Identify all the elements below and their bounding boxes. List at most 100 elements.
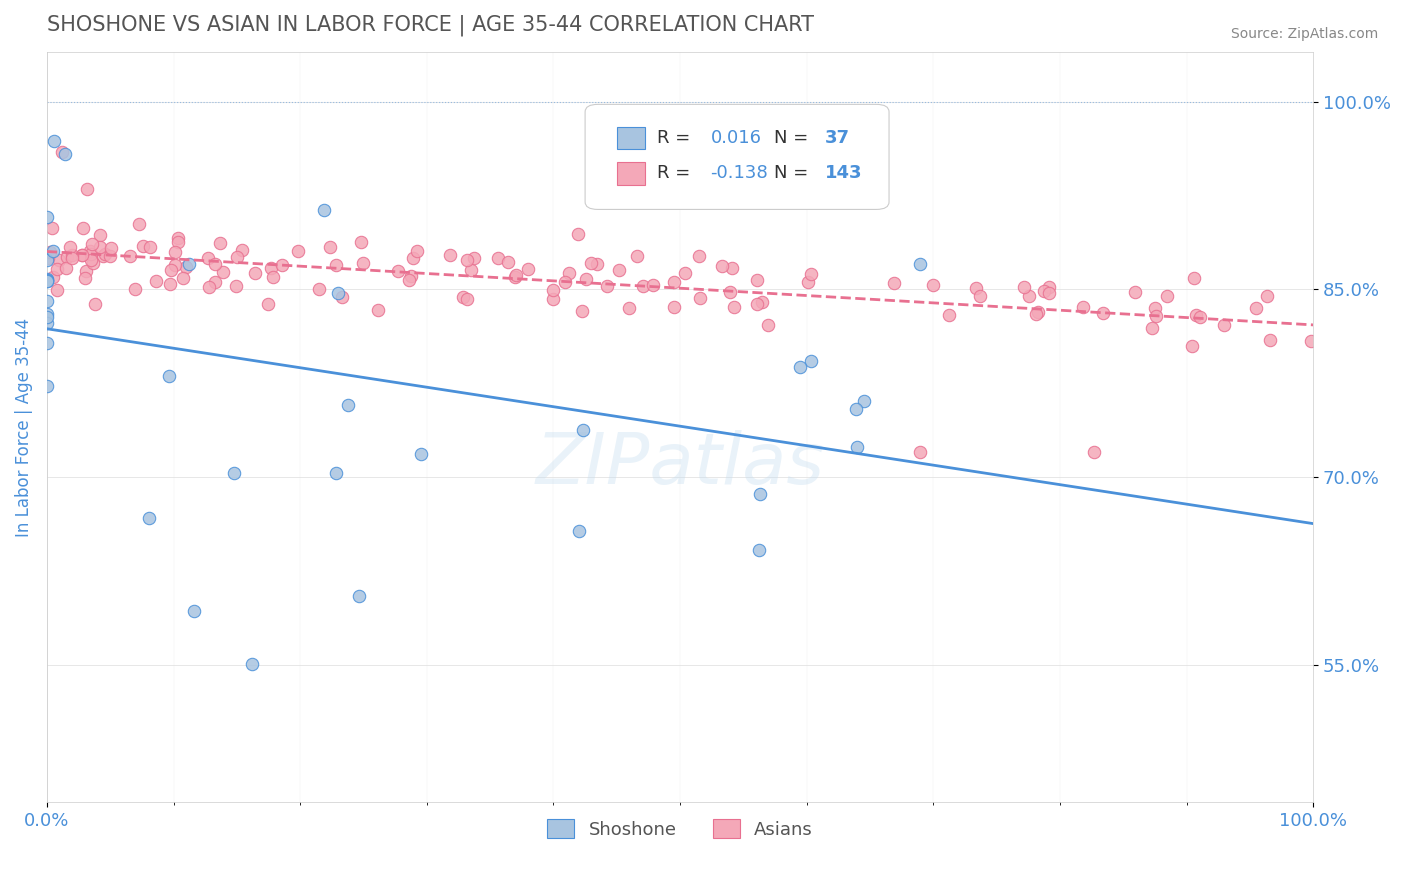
Point [80, 253, 103, 268]
Point [89, 228, 111, 243]
Point [325, 258, 347, 272]
Point [617, 301, 640, 315]
Text: 143: 143 [824, 164, 862, 182]
Point [908, 445, 931, 459]
Point [76, 182, 98, 196]
Text: N =: N = [773, 164, 814, 182]
Point [79, 244, 101, 258]
Point [1123, 285, 1146, 299]
Point [789, 360, 811, 375]
Point [35, 316, 58, 330]
Point [1213, 318, 1236, 332]
Point [1140, 321, 1163, 335]
Point [174, 260, 197, 275]
Point [38, 245, 60, 260]
Point [456, 252, 478, 267]
Point [231, 243, 253, 257]
Point [800, 354, 823, 368]
Point [89, 240, 111, 254]
FancyBboxPatch shape [617, 127, 644, 149]
Point [1026, 305, 1049, 319]
Point [80, 246, 103, 260]
Point [35, 310, 58, 324]
Point [98, 249, 121, 263]
Point [82, 256, 104, 270]
Point [1018, 288, 1040, 302]
Point [596, 278, 619, 293]
Point [73, 270, 96, 285]
Point [845, 402, 868, 417]
Point [689, 291, 711, 305]
Point [486, 251, 509, 265]
Point [1182, 271, 1205, 285]
Text: R =: R = [657, 164, 696, 182]
Point [882, 277, 904, 291]
Point [225, 279, 247, 293]
Point [240, 657, 263, 671]
Point [198, 279, 221, 293]
Text: -0.138: -0.138 [710, 164, 768, 182]
Point [271, 258, 294, 272]
Point [53, 146, 76, 161]
Point [160, 263, 183, 277]
Point [1299, 334, 1322, 349]
Point [41, 221, 63, 235]
Point [517, 261, 540, 276]
Point [631, 278, 654, 293]
Point [1025, 307, 1047, 321]
Point [145, 274, 167, 288]
FancyBboxPatch shape [585, 104, 889, 210]
Point [662, 300, 685, 314]
Point [405, 244, 427, 258]
Point [439, 248, 461, 262]
Point [460, 263, 482, 277]
Point [94, 247, 117, 261]
Point [42, 270, 65, 285]
Point [35, 273, 58, 287]
Point [260, 260, 283, 275]
Point [571, 423, 593, 437]
Point [209, 236, 232, 251]
Point [756, 318, 779, 332]
Point [401, 269, 423, 284]
Point [326, 286, 349, 301]
Point [1256, 289, 1278, 303]
Point [579, 256, 602, 270]
Point [138, 511, 160, 525]
Point [35, 274, 58, 288]
Text: N =: N = [773, 129, 814, 147]
Point [1258, 333, 1281, 347]
Point [172, 270, 194, 285]
Point [166, 235, 188, 250]
Point [35, 294, 58, 309]
Point [35, 211, 58, 225]
Text: 0.016: 0.016 [710, 129, 762, 147]
Point [748, 486, 770, 500]
Point [662, 275, 685, 289]
Point [718, 285, 741, 299]
Point [35, 274, 58, 288]
Point [56, 250, 79, 264]
Y-axis label: In Labor Force | Age 35-44: In Labor Force | Age 35-44 [15, 318, 32, 537]
Point [55, 260, 77, 275]
Point [541, 283, 564, 297]
Point [183, 604, 205, 618]
Point [1032, 285, 1054, 299]
Point [1083, 445, 1105, 459]
Point [84, 297, 107, 311]
Point [46, 262, 69, 277]
Point [72, 221, 94, 235]
Point [751, 295, 773, 310]
Text: SHOSHONE VS ASIAN IN LABOR FORCE | AGE 35-44 CORRELATION CHART: SHOSHONE VS ASIAN IN LABOR FORCE | AGE 3… [46, 15, 814, 37]
Point [45, 283, 67, 297]
Point [159, 277, 181, 292]
Point [1038, 280, 1060, 294]
Point [402, 251, 425, 265]
Point [1012, 279, 1035, 293]
Point [554, 276, 576, 290]
Point [503, 270, 526, 285]
Point [1144, 309, 1167, 323]
Point [166, 230, 188, 244]
Point [1189, 310, 1212, 325]
Point [70, 247, 93, 261]
